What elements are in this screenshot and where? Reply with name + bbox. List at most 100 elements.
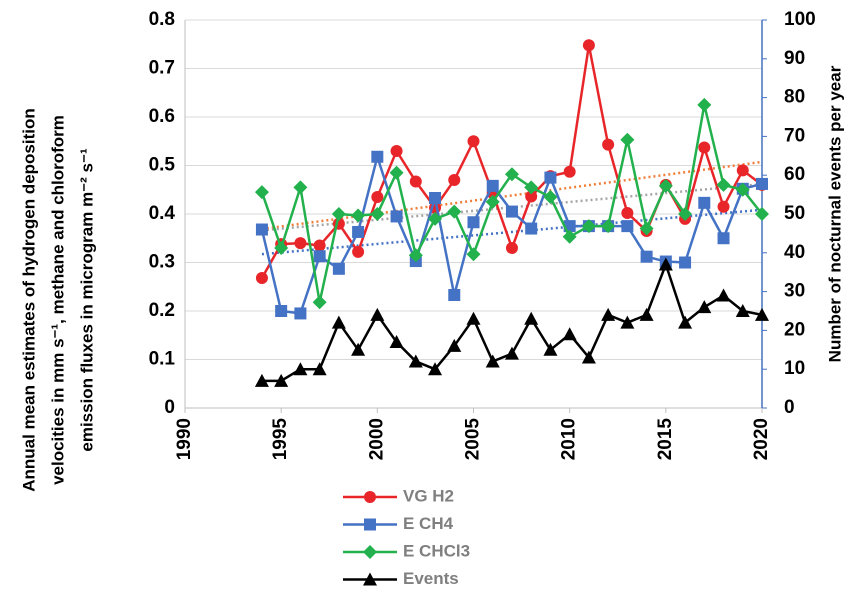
marker [697,97,712,112]
marker [485,194,500,209]
marker [678,207,693,221]
marker [390,144,403,157]
marker [716,288,731,302]
marker [620,315,635,329]
y-axis-label: velocities in mm s⁻¹, methane and chloro… [48,115,67,485]
y2-tick-label: 10 [784,358,805,379]
marker [255,272,268,285]
marker [293,362,308,376]
marker [581,350,596,364]
marker [274,240,289,255]
marker [602,138,615,151]
marker [504,346,519,360]
marker [621,207,634,220]
marker [716,177,731,192]
marker [504,167,519,182]
legend-label: Events [403,569,459,588]
marker [275,305,288,317]
marker [736,164,749,177]
y2-tick-label: 100 [784,9,816,30]
marker [486,179,499,192]
legend-marker [364,518,376,531]
marker [621,220,634,233]
x-tick-label: 1990 [174,418,195,460]
marker [658,257,673,271]
marker [467,135,480,148]
marker [313,250,326,263]
marker [466,247,481,262]
y2-tick-label: 20 [784,319,805,340]
legend-label: VG H2 [403,486,454,505]
marker [466,311,481,325]
marker [371,150,384,163]
marker [254,185,269,200]
marker [562,229,577,244]
marker [755,207,769,221]
y-tick-label: 0.2 [149,300,175,321]
marker [524,311,539,325]
marker [543,342,558,356]
marker [351,208,366,223]
marker [352,245,365,258]
y-axis-label: emission fluxes in microgram m⁻² s⁻¹ [77,148,96,452]
marker [254,373,269,387]
marker [698,196,711,209]
marker [544,171,557,184]
marker [352,225,365,238]
y2-tick-label: 80 [784,87,805,108]
y-tick-label: 0.8 [149,9,175,30]
marker [351,342,366,356]
marker [447,204,462,219]
legend-label: E CHCl3 [403,541,470,560]
marker [756,177,768,190]
y-tick-label: 0.5 [149,155,176,176]
y-tick-label: 0 [164,397,175,418]
marker [717,232,730,245]
marker [755,307,769,321]
marker [717,200,730,213]
marker [678,315,693,329]
marker [408,248,423,263]
marker [448,288,461,301]
marker [505,205,518,218]
marker [409,175,422,188]
marker [448,174,461,187]
y-tick-label: 0.4 [149,203,176,224]
legend-label: E CH4 [403,514,454,533]
marker [389,335,404,349]
marker [331,315,346,329]
marker [601,307,616,321]
marker [429,191,442,204]
marker [563,165,576,178]
marker [408,354,423,368]
y2-tick-label: 40 [784,242,805,263]
marker [332,262,345,275]
marker [370,207,385,221]
marker [428,211,443,226]
marker [697,300,712,314]
marker [274,373,289,387]
y2-axis-label: Number of nocturnal events per year [825,65,844,362]
marker [524,180,539,195]
x-tick-label: 2015 [655,418,676,461]
marker [505,241,518,254]
y2-tick-label: 70 [784,125,805,146]
marker [735,304,750,317]
marker [620,132,635,147]
marker [293,180,308,195]
marker [467,216,480,229]
marker [525,190,538,203]
marker [562,327,577,341]
marker [658,178,673,193]
marker [639,307,654,321]
x-tick-label: 2000 [366,418,387,460]
y-tick-label: 0.6 [149,106,175,127]
marker [601,219,616,234]
y-tick-label: 0.3 [149,252,175,273]
marker [312,295,327,310]
y2-tick-label: 50 [784,203,805,224]
marker [639,221,654,236]
marker [255,223,268,236]
marker [331,207,346,221]
